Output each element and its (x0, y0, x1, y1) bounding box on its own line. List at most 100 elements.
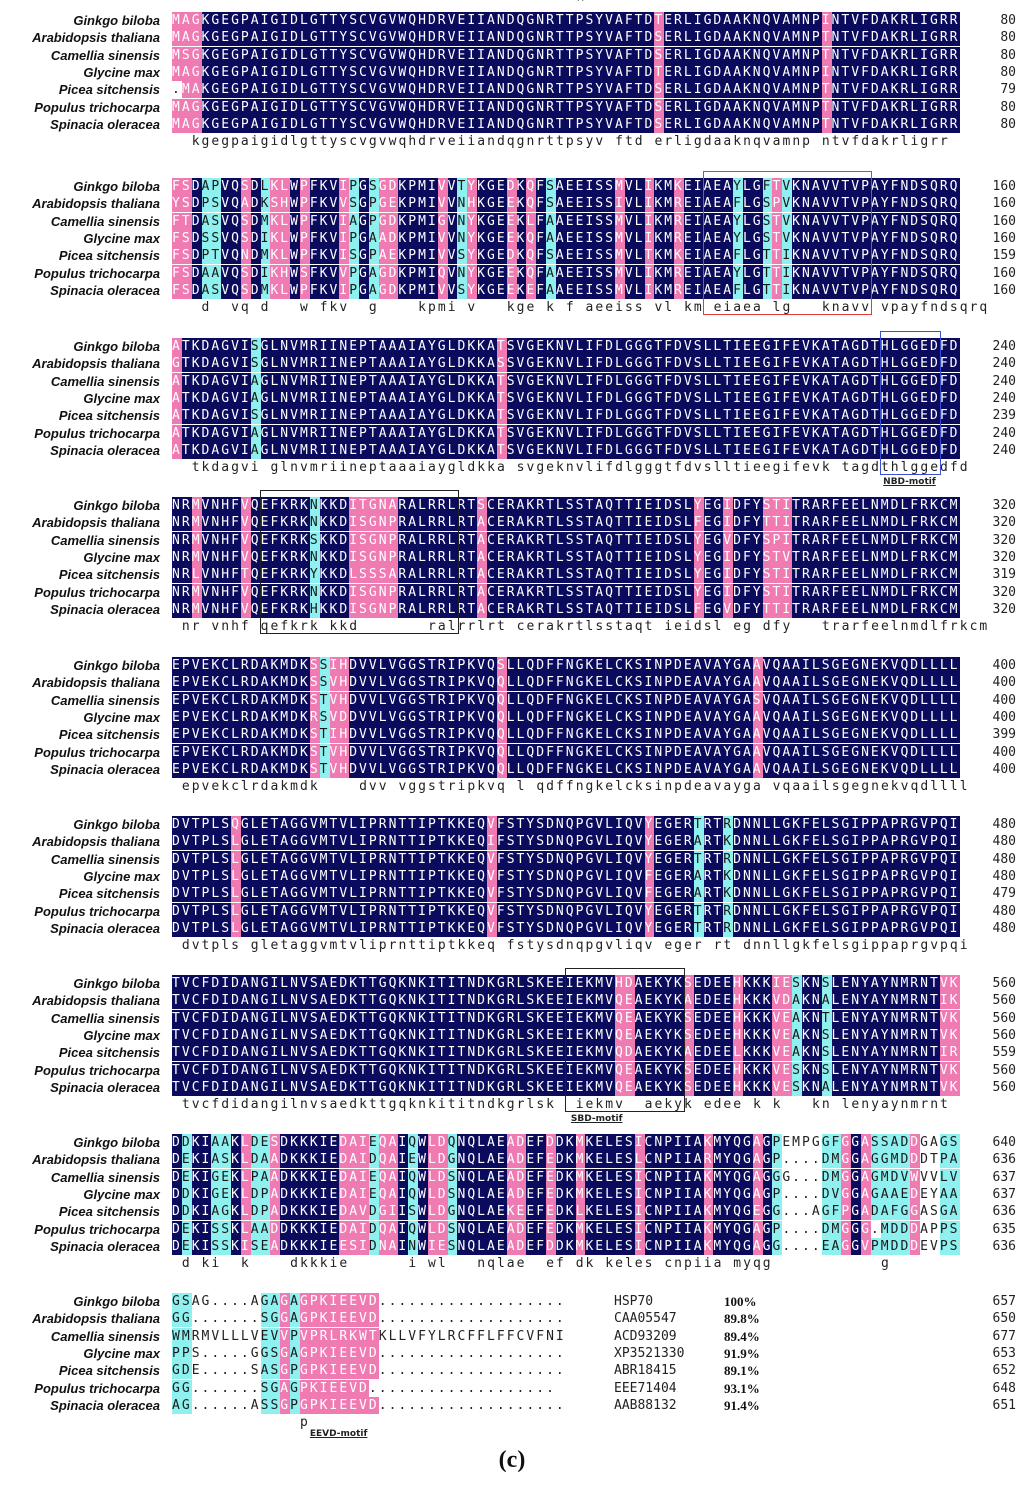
residue: A (408, 600, 419, 618)
residue: T (792, 600, 802, 618)
residue: N (339, 407, 350, 425)
residue: S (821, 743, 832, 761)
residue: I (585, 178, 596, 195)
residue: E (496, 1237, 507, 1255)
residue: V (683, 407, 694, 425)
residue: L (231, 1328, 239, 1344)
residue: T (319, 115, 330, 133)
residue: K (762, 992, 773, 1010)
residue: I (772, 372, 783, 390)
species-name: Picea sitchensis (58, 1363, 160, 1379)
residue: R (437, 531, 448, 549)
residue: I (349, 531, 360, 549)
residue: A (487, 1203, 497, 1221)
residue: Q (900, 708, 911, 726)
residue: K (703, 1237, 714, 1255)
residue: P (664, 708, 675, 726)
residue: A (172, 338, 182, 355)
residue: A (378, 372, 389, 390)
residue: V (605, 98, 615, 116)
residue: A (408, 583, 419, 601)
residue: S (605, 212, 615, 230)
residue: K (585, 657, 596, 674)
residue: L (605, 708, 615, 726)
residue: A (172, 407, 182, 425)
residue: S (831, 850, 842, 868)
residue: K (526, 497, 537, 514)
residue: G (585, 816, 596, 833)
residue: Y (723, 657, 734, 674)
residue: A (929, 1135, 938, 1150)
residue: M (260, 212, 271, 230)
residue: T (821, 115, 832, 133)
residue: Y (644, 919, 655, 937)
residue: A (418, 372, 428, 390)
sequence-row: Glycine max A T K D A G V I A G L N V M R I I N E P T A A A I A Y G L… (0, 389, 1024, 407)
residue: W (398, 98, 409, 116)
residue: Q (496, 674, 507, 692)
residue: L (516, 1026, 527, 1044)
residue: Q (250, 583, 261, 601)
residue: P (890, 902, 901, 920)
residue: G (821, 1134, 832, 1151)
residue: A (546, 212, 556, 230)
residue: E (841, 708, 852, 726)
residue: L (900, 514, 911, 532)
residue: W (290, 229, 300, 247)
residue: M (595, 1009, 606, 1027)
residue: D (516, 1151, 527, 1169)
residue: K (211, 657, 222, 674)
residue: F (939, 372, 950, 390)
residue: E (526, 1185, 537, 1203)
residue: C (487, 531, 497, 549)
residue: A (477, 583, 487, 601)
residue: S (211, 195, 222, 213)
residue: G (398, 657, 409, 674)
residue: A (861, 1185, 871, 1203)
residue: . (408, 1363, 417, 1379)
residue: I (565, 1061, 576, 1079)
sequence-row: Spinacia oleracea T V C F D I D A N G I L N V S A E D K T T G Q… (0, 1078, 1024, 1096)
residue: G (900, 355, 911, 373)
residue: V (231, 407, 241, 425)
residue: V (447, 212, 458, 230)
residue: R (546, 115, 556, 133)
residue: F (555, 674, 566, 692)
residue: D (280, 1220, 291, 1238)
residue: K (309, 1379, 320, 1397)
residue: N (811, 1009, 822, 1027)
residue: T (427, 708, 438, 726)
residue: V (309, 902, 320, 920)
residue: E (526, 1134, 537, 1151)
residue: G (624, 372, 635, 390)
residue: P (181, 657, 192, 674)
residue: N (752, 46, 763, 64)
residue: D (211, 1078, 222, 1096)
residue: K (536, 1026, 547, 1044)
residue: P (240, 98, 251, 116)
residue: E (329, 975, 340, 992)
residue: L (398, 1328, 407, 1344)
residue: E (683, 726, 694, 744)
residue: V (516, 424, 527, 442)
residue: G (487, 229, 497, 247)
residue: K (802, 992, 812, 1010)
residue: I (585, 229, 596, 247)
residue: I (319, 1151, 330, 1169)
residue: M (614, 247, 625, 265)
residue: K (565, 1237, 576, 1255)
residue: T (723, 424, 734, 442)
residue: Q (250, 531, 261, 549)
residue: D (339, 1185, 350, 1203)
residue: T (831, 424, 842, 442)
residue: N (802, 115, 812, 133)
residue: R (398, 600, 409, 618)
residue: M (418, 264, 428, 282)
residue: V (240, 514, 251, 532)
residue: V (221, 264, 232, 282)
residue: T (496, 424, 507, 442)
residue: E (713, 1061, 724, 1079)
residue: P (870, 919, 881, 937)
